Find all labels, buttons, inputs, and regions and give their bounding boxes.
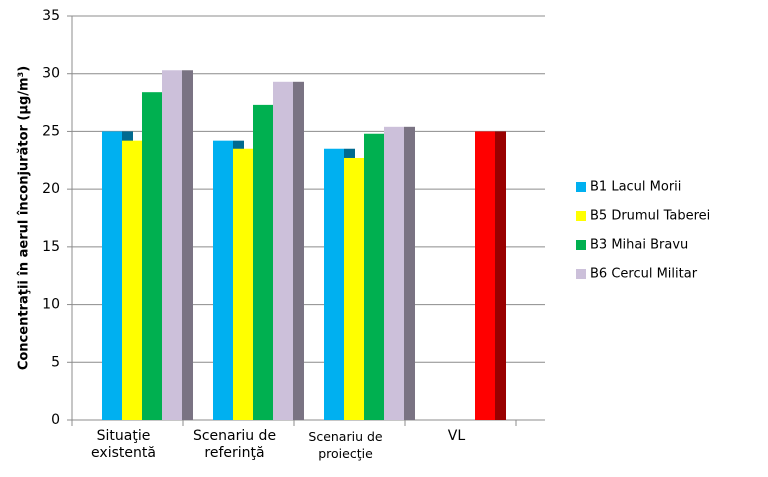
legend-swatch (576, 211, 586, 221)
legend-swatch (576, 240, 586, 250)
bar-side (404, 126, 415, 420)
legend-label: B6 Cercul Militar (590, 267, 698, 282)
x-tick-label: Scenariu de proiecţie (308, 429, 383, 461)
bar (233, 148, 253, 420)
bar (122, 140, 142, 421)
bar (344, 157, 364, 420)
x-tick-label: VL (447, 428, 466, 444)
y-tick-label: 25 (42, 123, 60, 139)
bar (475, 131, 495, 420)
legend-swatch (576, 182, 586, 192)
bar (253, 104, 273, 420)
bar (384, 126, 404, 420)
bar (324, 148, 344, 420)
bar (364, 133, 384, 421)
legend-swatch (576, 269, 586, 279)
y-tick-label: 35 (42, 8, 60, 24)
y-tick-label: 20 (42, 181, 60, 197)
y-tick-label: 30 (42, 66, 60, 82)
bar (142, 92, 162, 420)
bar-side (495, 131, 506, 420)
y-tick-label: 10 (42, 297, 60, 313)
y-tick-label: 0 (51, 412, 60, 428)
bar (273, 81, 293, 421)
bar (213, 140, 233, 421)
y-tick-label: 15 (42, 239, 60, 255)
x-tick-label: Situaţie existentă (91, 428, 156, 461)
bar-side (182, 70, 193, 420)
y-tick-label: 5 (51, 354, 60, 370)
x-tick-label: Scenariu de referinţă (192, 428, 277, 461)
legend-label: B1 Lacul Morii (590, 180, 681, 195)
bar-side (293, 81, 304, 421)
bar (102, 131, 122, 420)
bar (162, 70, 182, 420)
y-axis-label: Concentraţii în aerul înconjurător (µg/m… (17, 66, 32, 370)
legend-label: B3 Mihai Bravu (590, 238, 688, 253)
legend-label: B5 Drumul Taberei (590, 209, 710, 224)
